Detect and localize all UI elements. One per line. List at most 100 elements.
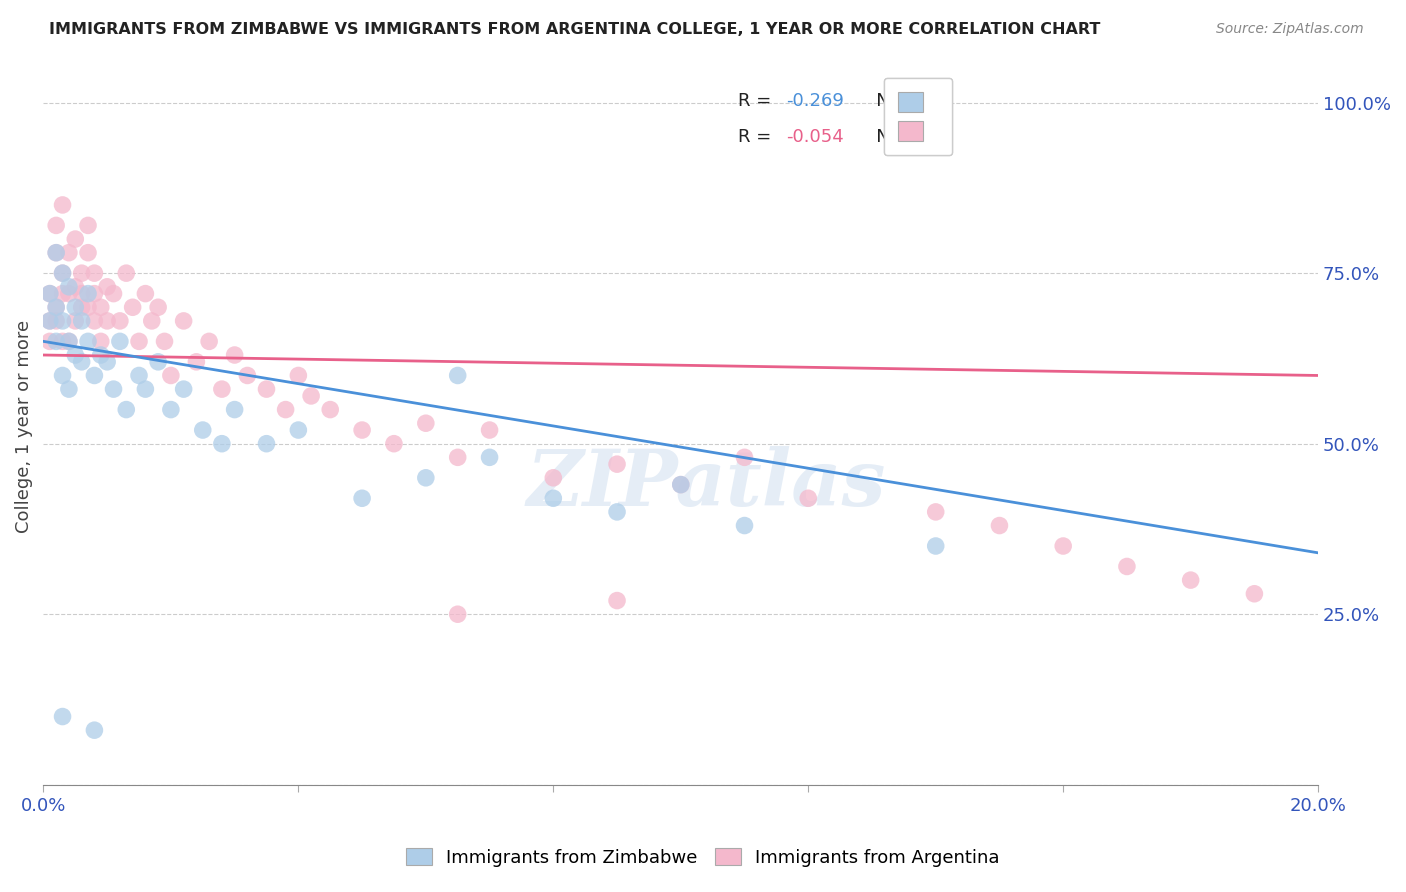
Point [153,334,176,349]
Text: IMMIGRANTS FROM ZIMBABWE VS IMMIGRANTS FROM ARGENTINA COLLEGE, 1 YEAR OR MORE CO: IMMIGRANTS FROM ZIMBABWE VS IMMIGRANTS F… [49,22,1101,37]
Point [96,355,118,369]
Text: N = 44: N = 44 [859,92,939,110]
Text: Source: ZipAtlas.com: Source: ZipAtlas.com [1216,22,1364,37]
Legend: , : , [883,78,952,155]
Point [478,423,501,437]
Point [236,368,259,383]
Text: N = 69: N = 69 [859,128,939,145]
Point [70,300,93,314]
Point [669,477,692,491]
Point [65,280,87,294]
Point [319,402,342,417]
Text: R =: R = [738,92,778,110]
Point [77,245,100,260]
Point [447,607,470,622]
Point [256,382,278,396]
Point [58,286,80,301]
Point [77,334,100,349]
Point [51,368,73,383]
Point [58,245,80,260]
Point [274,402,297,417]
Point [198,334,221,349]
Point [38,314,60,328]
Point [352,423,374,437]
Point [447,450,470,465]
Point [191,423,214,437]
Text: ZIPatlas: ZIPatlas [527,446,886,522]
Point [45,245,67,260]
Point [45,245,67,260]
Point [103,382,125,396]
Point [415,416,437,430]
Point [160,368,183,383]
Point [45,219,67,233]
Point [543,471,565,485]
Point [146,300,169,314]
Point [734,518,756,533]
Point [58,382,80,396]
Point [146,355,169,369]
Legend: Immigrants from Zimbabwe, Immigrants from Argentina: Immigrants from Zimbabwe, Immigrants fro… [399,841,1007,874]
Point [51,266,73,280]
Point [134,286,156,301]
Point [65,232,87,246]
Point [108,334,131,349]
Point [51,266,73,280]
Point [121,300,143,314]
Point [65,300,87,314]
Point [90,334,112,349]
Point [606,505,628,519]
Point [38,286,60,301]
Point [38,286,60,301]
Point [447,368,470,383]
Point [96,280,118,294]
Point [45,314,67,328]
Point [211,382,233,396]
Point [83,314,105,328]
Point [65,314,87,328]
Text: R =: R = [738,128,778,145]
Point [224,348,246,362]
Text: -0.054: -0.054 [786,128,845,145]
Point [797,491,820,506]
Point [38,334,60,349]
Point [58,334,80,349]
Point [669,477,692,491]
Y-axis label: College, 1 year or more: College, 1 year or more [15,320,32,533]
Point [141,314,163,328]
Point [90,348,112,362]
Point [45,334,67,349]
Point [115,402,138,417]
Point [186,355,208,369]
Point [51,198,73,212]
Point [606,593,628,607]
Point [299,389,322,403]
Point [1052,539,1074,553]
Point [38,314,60,328]
Point [173,314,195,328]
Point [160,402,183,417]
Point [45,300,67,314]
Point [211,436,233,450]
Point [415,471,437,485]
Point [103,286,125,301]
Point [77,300,100,314]
Point [51,334,73,349]
Point [83,266,105,280]
Point [543,491,565,506]
Point [77,219,100,233]
Point [128,334,150,349]
Point [70,266,93,280]
Point [108,314,131,328]
Point [287,368,309,383]
Point [51,286,73,301]
Point [988,518,1011,533]
Point [173,382,195,396]
Point [224,402,246,417]
Point [51,314,73,328]
Point [478,450,501,465]
Point [382,436,405,450]
Point [734,450,756,465]
Point [925,539,948,553]
Point [70,286,93,301]
